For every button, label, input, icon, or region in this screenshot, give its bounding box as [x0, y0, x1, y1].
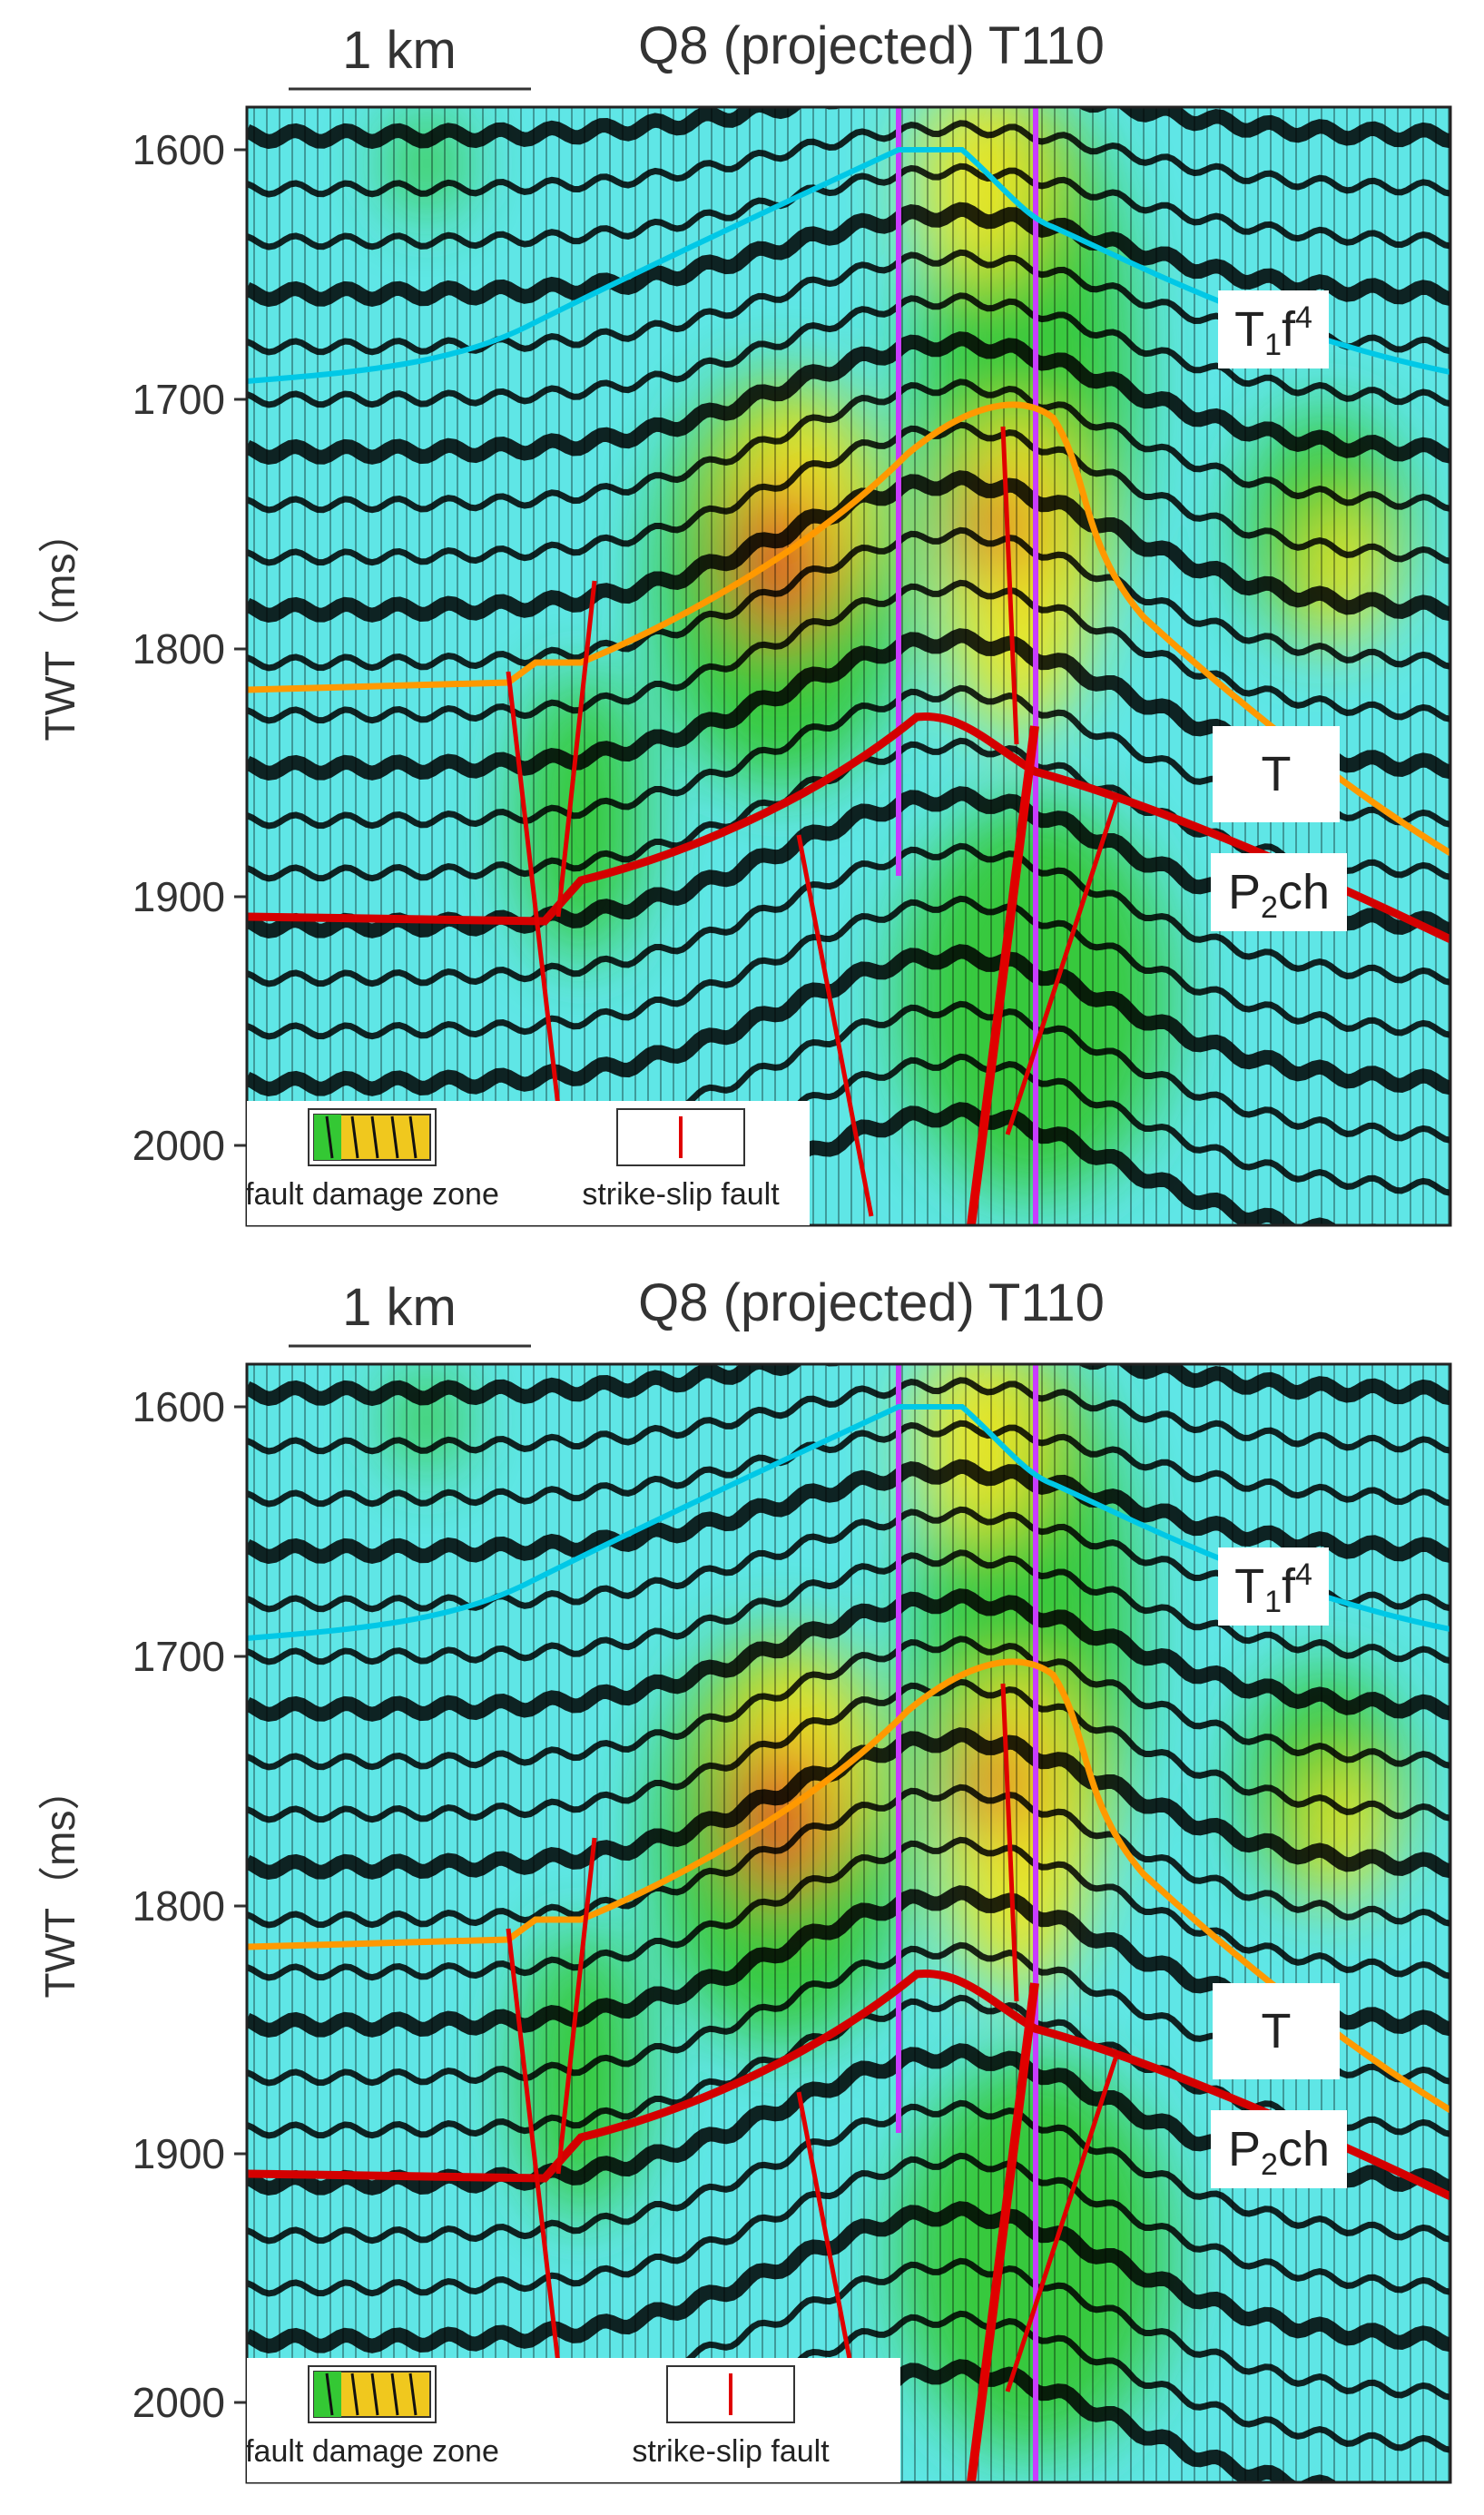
- fault-damage-zone-swatch-icon: [308, 2365, 437, 2423]
- svg-text:T: T: [1262, 2004, 1292, 2058]
- horizon-label-p2ch: P2ch: [1211, 853, 1347, 931]
- seismic-panel-top: Q8 (projected) T110 1 km TWT（ms） 1600 1700 18…: [0, 0, 1484, 1257]
- legend-label-fault-damage-zone: fault damage zone: [245, 2434, 499, 2469]
- horizon-label-t1f4: T1f4: [1218, 1547, 1329, 1626]
- horizon-p2ch-line: [247, 1970, 1450, 2201]
- y-tick-label: 1800: [133, 625, 225, 673]
- horizon-t-line: [247, 1658, 1450, 2113]
- y-tick-label: 1900: [133, 873, 225, 920]
- legend: fault damage zone strike-slip fault: [245, 1101, 810, 1225]
- y-axis-label: TWT（ms）: [36, 1769, 84, 1999]
- seismic-image-area: [247, 1364, 1450, 2482]
- scale-bar-label: 1 km: [342, 21, 457, 80]
- svg-text:P2ch: P2ch: [1228, 865, 1330, 925]
- horizon-t1f4-line: [247, 1404, 1450, 1641]
- legend: fault damage zone strike-slip fault: [245, 2358, 900, 2482]
- horizon-label-t: T: [1213, 1983, 1340, 2079]
- legend-label-strike-slip-fault: strike-slip fault: [582, 1177, 780, 1212]
- y-tick-label: 1800: [133, 1882, 225, 1930]
- interpreted-horizons: [247, 147, 1450, 944]
- horizon-label-p2ch: P2ch: [1211, 2110, 1347, 2188]
- scale-bar-label: 1 km: [342, 1278, 457, 1337]
- horizon-p2ch-line: [247, 712, 1450, 944]
- interpreted-horizons: [247, 1404, 1450, 2201]
- seismic-wiggle-traces: [247, 107, 1450, 1225]
- well-trajectories: [896, 1364, 1038, 2482]
- legend-label-strike-slip-fault: strike-slip fault: [632, 2434, 830, 2469]
- fault-damage-zone-swatch-icon: [308, 1108, 437, 1166]
- legend-label-fault-damage-zone: fault damage zone: [245, 1177, 499, 1212]
- svg-text:T1f4: T1f4: [1234, 1557, 1312, 1619]
- horizon-t1f4-line: [247, 147, 1450, 384]
- svg-text:P2ch: P2ch: [1228, 2122, 1330, 2182]
- red-fault-line-icon: [666, 2365, 795, 2423]
- y-tick-label: 2000: [133, 2379, 225, 2426]
- seismic-panel-bottom: Q8 (projected) T110 1 km TWT（ms） 1600 1700 18…: [0, 1257, 1484, 2514]
- seismic-image-area: [247, 107, 1450, 1225]
- scale-bar: 1 km: [289, 1278, 531, 1348]
- strike-slip-faults: [506, 426, 1119, 1225]
- panel-title: Q8 (projected) T110: [638, 16, 1105, 75]
- horizon-label-t: T: [1213, 726, 1340, 822]
- horizon-t-line: [247, 401, 1450, 856]
- y-tick-label: 2000: [133, 1122, 225, 1169]
- y-axis-label: TWT（ms）: [36, 512, 84, 742]
- y-tick-label: 1600: [133, 1383, 225, 1430]
- red-fault-line-icon: [616, 1108, 745, 1166]
- y-tick-label: 1900: [133, 2130, 225, 2177]
- y-tick-label: 1600: [133, 126, 225, 173]
- y-tick-label: 1700: [133, 1633, 225, 1680]
- seismic-section-figure: Q8 (projected) T110 1 km TWT（ms） 1600 1700 18…: [36, 16, 1452, 1227]
- seismic-wiggle-traces: [247, 1364, 1450, 2482]
- well-trajectories: [896, 107, 1038, 1225]
- svg-text:T: T: [1262, 747, 1292, 801]
- panel-title: Q8 (projected) T110: [638, 1273, 1105, 1332]
- y-tick-label: 1700: [133, 376, 225, 423]
- horizon-label-t1f4: T1f4: [1218, 290, 1329, 368]
- scale-bar: 1 km: [289, 21, 531, 91]
- seismic-section-figure: Q8 (projected) T110 1 km TWT（ms） 1600 1700 18…: [36, 1273, 1452, 2484]
- svg-text:T1f4: T1f4: [1234, 300, 1312, 362]
